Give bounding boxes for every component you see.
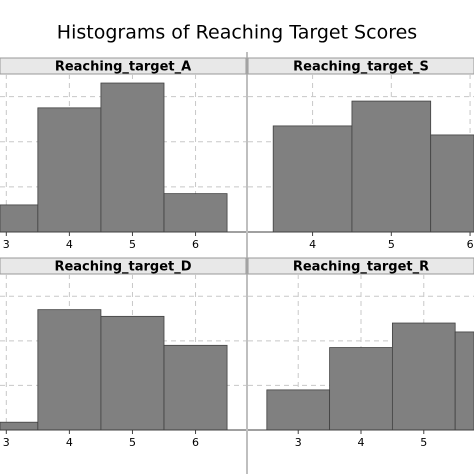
bar [266,389,331,431]
x-tick-label: 4 [309,238,316,251]
x-tick-label: 5 [388,238,395,251]
bar [430,134,474,233]
panel-header [0,57,247,75]
x-tick-label: 5 [129,436,136,449]
panel-title: Reaching_target_R [293,260,429,275]
x-tick-label: 6 [192,436,199,449]
x-tick-label: 3 [3,238,10,251]
bar [272,125,353,233]
panel-title: Reaching_target_S [293,60,429,75]
x-tick-label: 6 [192,238,199,251]
bar [0,204,39,233]
bar [37,309,102,431]
bar [163,344,228,431]
x-tick-label: 5 [420,436,427,449]
bar [329,347,393,431]
bar [454,331,474,431]
x-tick-label: 6 [467,238,474,251]
bar [37,107,102,233]
bar [391,322,456,431]
x-tick-label: 4 [66,436,73,449]
x-tick-label: 3 [3,436,10,449]
figure-title: Histograms of Reaching Target Scores [57,22,417,44]
x-tick-label: 5 [129,238,136,251]
bar [100,82,165,233]
bar [351,100,432,233]
bar [0,421,39,431]
panel-title: Reaching_target_A [55,60,191,75]
title-band [0,0,474,52]
panel-title: Reaching_target_D [54,260,191,275]
x-tick-label: 4 [358,436,365,449]
bar [163,193,228,233]
x-tick-label: 3 [295,436,302,449]
x-tick-label: 4 [66,238,73,251]
panel-header [0,257,247,275]
panel-header [247,57,474,75]
bar [100,315,165,431]
